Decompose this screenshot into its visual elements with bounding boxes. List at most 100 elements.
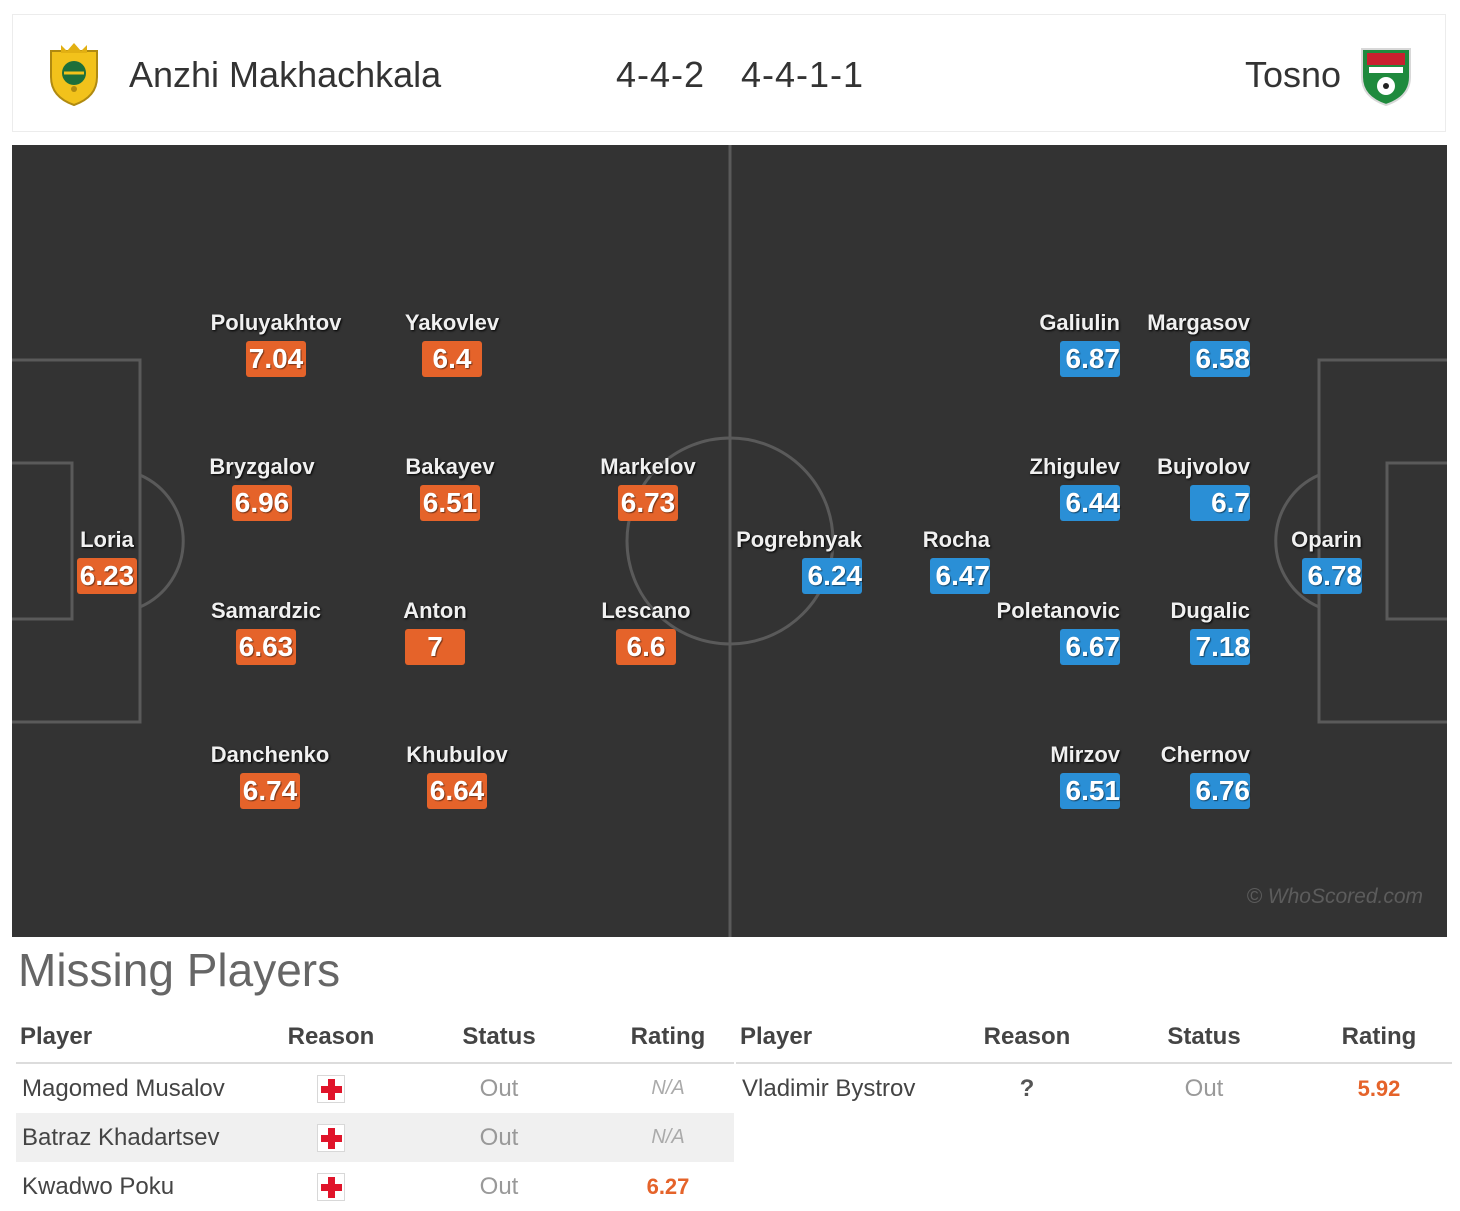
missing-players-title: Missing Players [18, 944, 341, 996]
home-team-name[interactable]: Anzhi Makhachkala [129, 54, 442, 95]
away-player-rocha[interactable]: Rocha 6.47 [850, 526, 990, 594]
away-player-poletanovic[interactable]: Poletanovic 6.67 [960, 597, 1120, 665]
player-name: Loria [80, 527, 134, 552]
home-player-markelov[interactable]: Markelov 6.73 [568, 453, 728, 521]
table-row: Kwadwo Poku Out 6.27 [16, 1162, 734, 1211]
player-rating: 6.4 [422, 341, 482, 377]
player-name: Rocha [922, 527, 990, 552]
away-player-dugalic[interactable]: Dugalic 7.18 [1090, 597, 1250, 665]
player-name: Pogrebnyak [736, 527, 862, 552]
home-player-loria[interactable]: Loria 6.23 [27, 526, 187, 594]
player-rating: 6.6 [616, 629, 676, 665]
player-rating: 6.76 [1190, 773, 1250, 809]
watermark: © WhoScored.com [1246, 885, 1423, 908]
column-header-player[interactable]: Player [16, 1012, 266, 1064]
player-name: Mirzov [1050, 742, 1120, 767]
home-player-bakayev[interactable]: Bakayev 6.51 [370, 453, 530, 521]
player-rating: 7.18 [1190, 629, 1250, 665]
player-name: Anton [403, 598, 467, 623]
pitch-markings [12, 145, 1447, 937]
missing-reason [266, 1113, 396, 1162]
column-header-reason[interactable]: Reason [952, 1012, 1102, 1064]
player-name: Poluyakhtov [210, 310, 342, 335]
column-header-status[interactable]: Status [1102, 1012, 1306, 1064]
player-rating: 6.24 [802, 558, 862, 594]
pitch: Loria 6.23 Poluyakhtov 7.04 Bryzgalov 6.… [12, 145, 1447, 937]
player-rating: 6.64 [427, 773, 487, 809]
missing-status: Out [396, 1113, 602, 1162]
home-formation: 4-4-2 [616, 54, 706, 95]
away-missing-table: Player Reason Status Rating Vladimir Bys… [736, 1012, 1452, 1113]
column-header-rating[interactable]: Rating [1306, 1012, 1452, 1064]
home-player-poluyakhtov[interactable]: Poluyakhtov 7.04 [196, 309, 356, 377]
away-player-zhigulev[interactable]: Zhigulev 6.44 [960, 453, 1120, 521]
player-name: Markelov [600, 454, 696, 479]
player-rating: 6.51 [420, 485, 480, 521]
home-missing-table: Player Reason Status Rating Magomed Musa… [16, 1012, 734, 1211]
player-name: Dugalic [1170, 598, 1250, 623]
away-player-galiulin[interactable]: Galiulin 6.87 [960, 309, 1120, 377]
missing-status: Out [1184, 1074, 1224, 1102]
table-header-row: Player Reason Status Rating [736, 1012, 1452, 1064]
player-rating: 6.78 [1302, 558, 1362, 594]
home-player-samardzic[interactable]: Samardzic 6.63 [186, 597, 346, 665]
column-header-rating[interactable]: Rating [602, 1012, 734, 1064]
table-row: Vladimir Bystrov ? Out 5.92 [736, 1063, 1452, 1113]
player-rating: 6.44 [1060, 485, 1120, 521]
missing-player-name[interactable]: Kwadwo Poku [22, 1172, 175, 1200]
away-player-oparin[interactable]: Oparin 6.78 [1222, 526, 1362, 594]
missing-player-name[interactable]: Batraz Khadartsev [16, 1113, 266, 1162]
player-name: Khubulov [406, 742, 508, 767]
player-name: Bujvolov [1157, 454, 1250, 479]
player-name: Yakovlev [404, 310, 500, 335]
missing-status: Out [479, 1074, 519, 1102]
unknown-reason-icon: ? [1019, 1074, 1035, 1102]
player-name: Zhigulev [1029, 454, 1120, 479]
player-rating: 6.74 [240, 773, 300, 809]
missing-rating: 5.92 [1357, 1075, 1401, 1101]
missing-status: Out [479, 1172, 519, 1200]
tosno-crest-icon[interactable] [1359, 41, 1413, 107]
anzhi-crest-icon[interactable] [47, 41, 101, 107]
player-rating: 6.67 [1060, 629, 1120, 665]
player-rating: 7 [405, 629, 465, 665]
player-rating: 6.87 [1060, 341, 1120, 377]
player-name: Danchenko [210, 742, 330, 767]
missing-reason: ? [952, 1063, 1102, 1113]
missing-reason [266, 1162, 396, 1211]
column-header-reason[interactable]: Reason [266, 1012, 396, 1064]
home-player-anton[interactable]: Anton 7 [355, 597, 515, 665]
table-row: Magomed Musalov Out N/A [16, 1063, 734, 1113]
injury-icon [317, 1172, 345, 1201]
missing-player-name[interactable]: Vladimir Bystrov [742, 1074, 916, 1102]
missing-reason [266, 1063, 396, 1113]
table-row: Batraz Khadartsev Out N/A [16, 1113, 734, 1162]
player-name: Lescano [601, 598, 691, 623]
table-header-row: Player Reason Status Rating [16, 1012, 734, 1064]
player-name: Chernov [1160, 742, 1250, 767]
column-header-player[interactable]: Player [736, 1012, 952, 1064]
home-player-yakovlev[interactable]: Yakovlev 6.4 [372, 309, 532, 377]
home-player-danchenko[interactable]: Danchenko 6.74 [190, 741, 350, 809]
player-name: Margasov [1147, 310, 1250, 335]
away-player-pogrebnyak[interactable]: Pogrebnyak 6.24 [722, 526, 862, 594]
home-player-bryzgalov[interactable]: Bryzgalov 6.96 [182, 453, 342, 521]
away-player-bujvolov[interactable]: Bujvolov 6.7 [1090, 453, 1250, 521]
missing-rating: N/A [602, 1113, 734, 1162]
injury-icon [317, 1123, 345, 1152]
away-team-name[interactable]: Tosno [1245, 54, 1342, 95]
missing-player-name[interactable]: Magomed Musalov [22, 1074, 225, 1102]
away-player-mirzov[interactable]: Mirzov 6.51 [960, 741, 1120, 809]
column-header-status[interactable]: Status [396, 1012, 602, 1064]
player-rating: 6.47 [930, 558, 990, 594]
player-name: Samardzic [210, 598, 322, 623]
missing-rating: 6.27 [646, 1173, 690, 1199]
away-player-chernov[interactable]: Chernov 6.76 [1090, 741, 1250, 809]
player-rating: 6.96 [232, 485, 292, 521]
player-rating: 6.73 [618, 485, 678, 521]
away-player-margasov[interactable]: Margasov 6.58 [1090, 309, 1250, 377]
player-rating: 6.23 [77, 558, 137, 594]
player-rating: 6.51 [1060, 773, 1120, 809]
home-player-lescano[interactable]: Lescano 6.6 [566, 597, 726, 665]
home-player-khubulov[interactable]: Khubulov 6.64 [377, 741, 537, 809]
